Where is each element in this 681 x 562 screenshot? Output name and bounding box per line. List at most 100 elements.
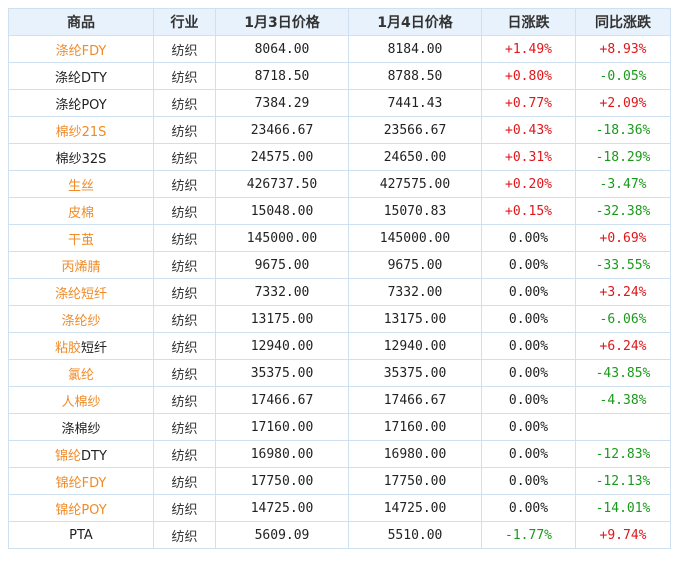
price-jan3-cell: 24575.00 — [215, 143, 349, 171]
price-jan4-cell: 15070.83 — [348, 197, 482, 225]
commodity-name-cell[interactable]: 涤纶纱 — [8, 305, 154, 333]
commodity-name-cell[interactable]: 丙烯腈 — [8, 251, 154, 279]
commodity-name-cell[interactable]: 涤纶短纤 — [8, 278, 154, 306]
price-jan3-cell: 9675.00 — [215, 251, 349, 279]
table-row: 涤棉纱 纺织 17160.00 17160.00 0.00% — [8, 413, 671, 441]
yoy-change-cell: -3.47% — [575, 170, 671, 198]
commodity-link[interactable]: 锦纶FDY — [55, 475, 107, 491]
commodity-price-table: 商品 行业 1月3日价格 1月4日价格 日涨跌 同比涨跌 涤纶FDY 纺织 8064… — [8, 8, 671, 549]
industry-cell: 纺织 — [153, 143, 216, 171]
table-row: 棉纱32S 纺织 24575.00 24650.00 +0.31% -18.29% — [8, 143, 671, 171]
commodity-link[interactable]: 粘胶 — [54, 340, 81, 356]
commodity-name-cell[interactable]: 棉纱21S — [8, 116, 154, 144]
daily-change-cell: 0.00% — [481, 413, 576, 441]
price-jan3-cell: 8064.00 — [215, 35, 349, 63]
daily-change-cell: 0.00% — [481, 332, 576, 360]
commodity-link[interactable]: 锦纶 — [55, 448, 82, 464]
table-row: 锦纶DTY 纺织 16980.00 16980.00 0.00% -12.83% — [8, 440, 671, 468]
commodity-name-cell[interactable]: 氯纶 — [8, 359, 154, 387]
commodity-link[interactable]: 氯纶 — [67, 367, 94, 383]
commodity-name-cell[interactable]: 锦纶FDY — [8, 467, 154, 495]
commodity-name-cell[interactable]: 涤纶FDY — [8, 35, 154, 63]
yoy-change-cell: -43.85% — [575, 359, 671, 387]
daily-change-cell: 0.00% — [481, 251, 576, 279]
commodity-name-cell[interactable]: 粘胶短纤 — [8, 332, 154, 360]
commodity-link[interactable]: 涤纶FDY — [55, 43, 107, 59]
commodity-name: 涤棉纱 — [61, 421, 101, 437]
industry-cell: 纺织 — [153, 440, 216, 468]
yoy-change-cell: -0.05% — [575, 62, 671, 90]
yoy-change-cell: +0.69% — [575, 224, 671, 252]
daily-change-cell: 0.00% — [481, 359, 576, 387]
price-jan4-cell: 9675.00 — [348, 251, 482, 279]
commodity-name-cell: 棉纱32S — [8, 143, 154, 171]
daily-change-cell: 0.00% — [481, 440, 576, 468]
commodity-name-cell[interactable]: 锦纶POY — [8, 494, 154, 522]
daily-change-cell: +0.77% — [481, 89, 576, 117]
commodity-link[interactable]: 人棉纱 — [61, 394, 101, 410]
commodity-link[interactable]: 涤纶短纤 — [54, 286, 107, 302]
price-jan3-cell: 7332.00 — [215, 278, 349, 306]
price-jan3-cell: 16980.00 — [215, 440, 349, 468]
price-jan4-cell: 7441.43 — [348, 89, 482, 117]
price-jan3-cell: 17160.00 — [215, 413, 349, 441]
industry-cell: 纺织 — [153, 305, 216, 333]
commodity-name-cell[interactable]: 人棉纱 — [8, 386, 154, 414]
industry-cell: 纺织 — [153, 116, 216, 144]
yoy-change-cell: -18.36% — [575, 116, 671, 144]
industry-cell: 纺织 — [153, 251, 216, 279]
commodity-link[interactable]: 棉纱21S — [55, 124, 107, 140]
commodity-link[interactable]: 丙烯腈 — [61, 259, 101, 275]
commodity-name-cell: PTA — [8, 521, 154, 549]
daily-change-cell: +0.20% — [481, 170, 576, 198]
price-table-container: 商品 行业 1月3日价格 1月4日价格 日涨跌 同比涨跌 涤纶FDY 纺织 8064… — [8, 8, 671, 549]
price-jan4-cell: 17750.00 — [348, 467, 482, 495]
commodity-link[interactable]: 锦纶POY — [55, 502, 107, 518]
daily-change-cell: +1.49% — [481, 35, 576, 63]
price-jan3-cell: 12940.00 — [215, 332, 349, 360]
commodity-link[interactable]: 皮棉 — [67, 205, 94, 221]
commodity-link[interactable]: 涤纶纱 — [61, 313, 101, 329]
price-jan3-cell: 13175.00 — [215, 305, 349, 333]
table-row: PTA 纺织 5609.09 5510.00 -1.77% +9.74% — [8, 521, 671, 549]
price-jan3-cell: 14725.00 — [215, 494, 349, 522]
price-jan4-cell: 17466.67 — [348, 386, 482, 414]
commodity-name-cell[interactable]: 锦纶DTY — [8, 440, 154, 468]
price-jan3-cell: 5609.09 — [215, 521, 349, 549]
commodity-name: PTA — [69, 527, 93, 543]
price-jan3-cell: 426737.50 — [215, 170, 349, 198]
table-row: 涤纶POY 纺织 7384.29 7441.43 +0.77% +2.09% — [8, 89, 671, 117]
industry-cell: 纺织 — [153, 413, 216, 441]
commodity-link[interactable]: 干茧 — [67, 232, 94, 248]
commodity-name-cell[interactable]: 皮棉 — [8, 197, 154, 225]
table-row: 涤纶短纤 纺织 7332.00 7332.00 0.00% +3.24% — [8, 278, 671, 306]
commodity-link[interactable]: 生丝 — [67, 178, 94, 194]
price-jan4-cell: 145000.00 — [348, 224, 482, 252]
price-jan4-cell: 17160.00 — [348, 413, 482, 441]
industry-cell: 纺织 — [153, 89, 216, 117]
table-row: 生丝 纺织 426737.50 427575.00 +0.20% -3.47% — [8, 170, 671, 198]
commodity-name-suffix: DTY — [81, 448, 107, 464]
yoy-change-cell: -33.55% — [575, 251, 671, 279]
daily-change-cell: +0.43% — [481, 116, 576, 144]
daily-change-cell: 0.00% — [481, 467, 576, 495]
price-jan3-cell: 35375.00 — [215, 359, 349, 387]
yoy-change-cell: -12.13% — [575, 467, 671, 495]
price-jan4-cell: 8184.00 — [348, 35, 482, 63]
price-jan4-cell: 13175.00 — [348, 305, 482, 333]
commodity-name-cell[interactable]: 干茧 — [8, 224, 154, 252]
yoy-change-cell: +6.24% — [575, 332, 671, 360]
industry-cell: 纺织 — [153, 170, 216, 198]
commodity-name-cell[interactable]: 生丝 — [8, 170, 154, 198]
price-jan3-cell: 15048.00 — [215, 197, 349, 225]
daily-change-cell: 0.00% — [481, 386, 576, 414]
daily-change-cell: 0.00% — [481, 224, 576, 252]
price-jan3-cell: 17750.00 — [215, 467, 349, 495]
table-row: 棉纱21S 纺织 23466.67 23566.67 +0.43% -18.36% — [8, 116, 671, 144]
header-price-jan4: 1月4日价格 — [348, 8, 482, 36]
price-jan4-cell: 5510.00 — [348, 521, 482, 549]
industry-cell: 纺织 — [153, 62, 216, 90]
commodity-name: 涤纶POY — [55, 97, 107, 113]
price-jan3-cell: 145000.00 — [215, 224, 349, 252]
yoy-change-cell: -14.01% — [575, 494, 671, 522]
